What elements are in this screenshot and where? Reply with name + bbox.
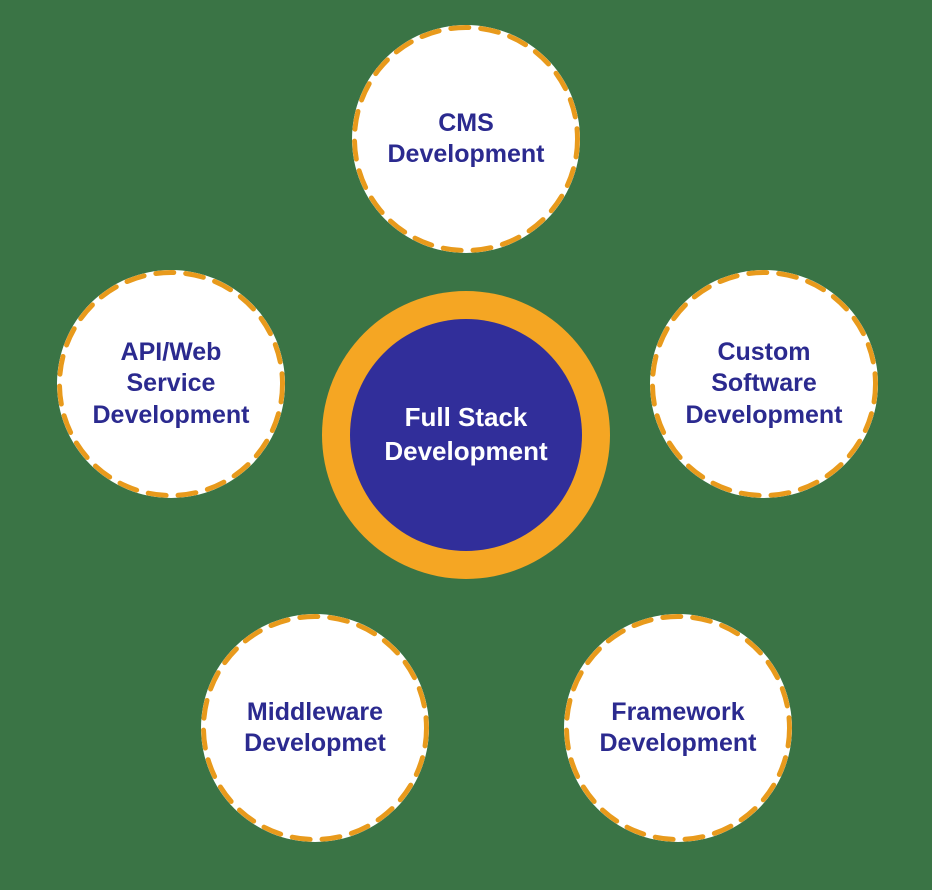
satellite-node: API/WebServiceDevelopment <box>57 270 285 498</box>
radial-diagram: Full StackDevelopment CMSDevelopment Cust… <box>0 0 932 890</box>
satellite-node: MiddlewareDevelopmet <box>201 614 429 842</box>
satellite-label: CustomSoftwareDevelopment <box>676 337 853 431</box>
satellite-label: API/WebServiceDevelopment <box>83 337 260 431</box>
satellite-node: CMSDevelopment <box>352 25 580 253</box>
center-node-inner: Full StackDevelopment <box>350 319 582 551</box>
center-label: Full StackDevelopment <box>384 401 547 469</box>
satellite-node: CustomSoftwareDevelopment <box>650 270 878 498</box>
satellite-label: CMSDevelopment <box>378 108 555 171</box>
satellite-node: FrameworkDevelopment <box>564 614 792 842</box>
satellite-label: MiddlewareDevelopmet <box>234 697 396 760</box>
satellite-label: FrameworkDevelopment <box>590 697 767 760</box>
